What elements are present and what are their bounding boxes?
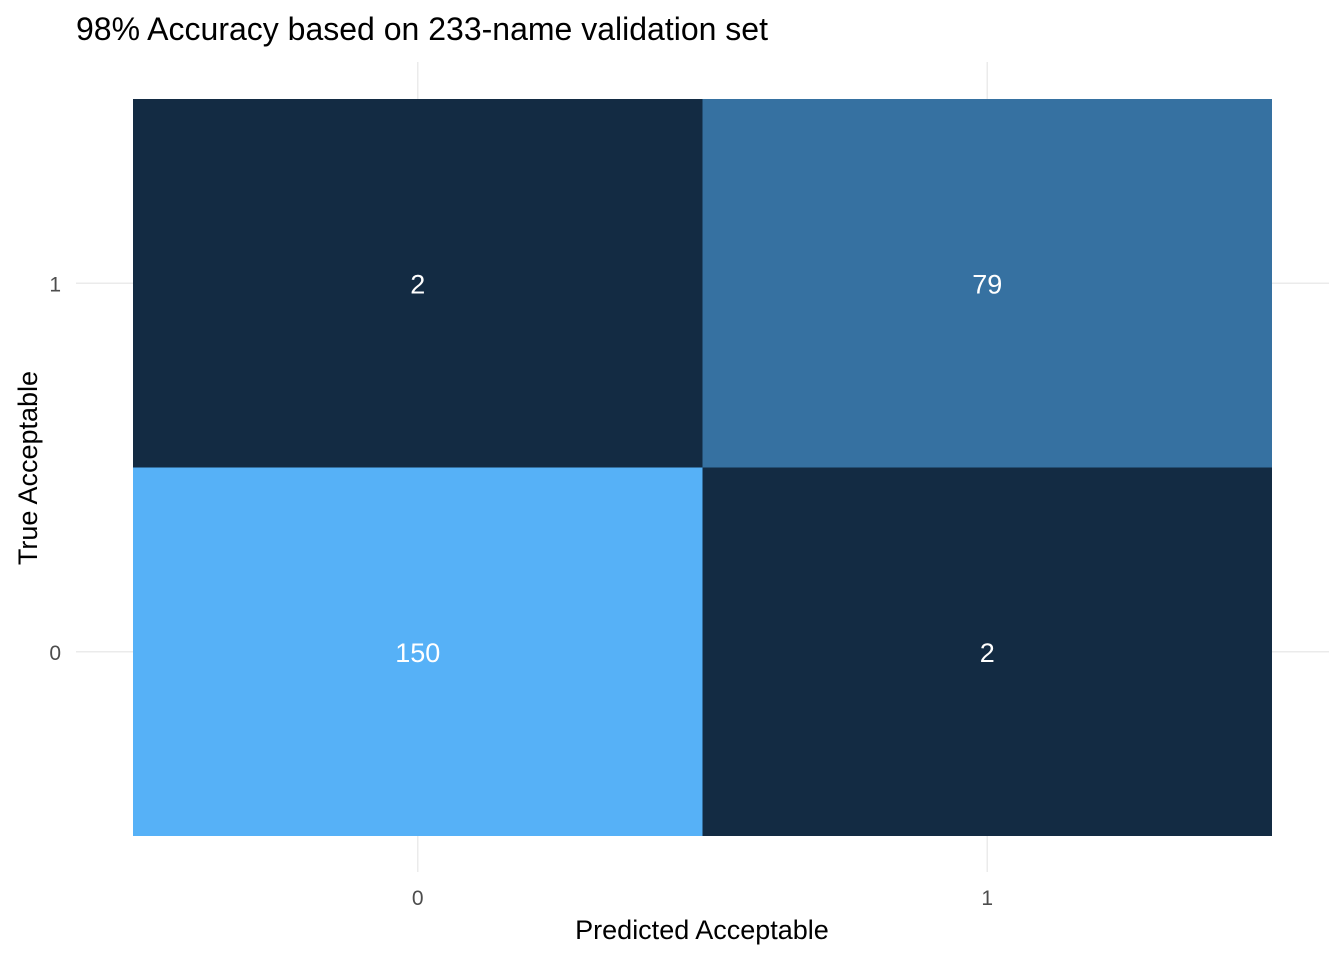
x-tick-label-1: 1: [981, 887, 993, 910]
cell-label-x1-y1: 79: [972, 269, 1002, 299]
chart-title: 98% Accuracy based on 233-name validatio…: [76, 11, 768, 47]
x-axis-title: Predicted Acceptable: [575, 915, 829, 945]
heatmap-cell-x1-y1: [702, 99, 1272, 468]
heatmap-cell-x1-y0: [702, 467, 1272, 836]
cell-label-x0-y1: 2: [410, 269, 425, 299]
heatmap-cells: [133, 99, 1272, 836]
x-tick-label-0: 0: [412, 887, 424, 910]
y-tick-label-1: 1: [49, 273, 61, 296]
cell-labels: 2 79 150 2: [395, 269, 1002, 668]
y-axis-title: True Acceptable: [13, 371, 43, 565]
y-axis-ticks: 01: [49, 273, 61, 665]
heatmap-cell-x0-y0: [133, 467, 703, 836]
y-tick-label-0: 0: [49, 642, 61, 665]
cell-label-x0-y0: 150: [395, 638, 440, 668]
heatmap-cell-x0-y1: [133, 99, 703, 468]
cell-label-x1-y0: 2: [980, 638, 995, 668]
